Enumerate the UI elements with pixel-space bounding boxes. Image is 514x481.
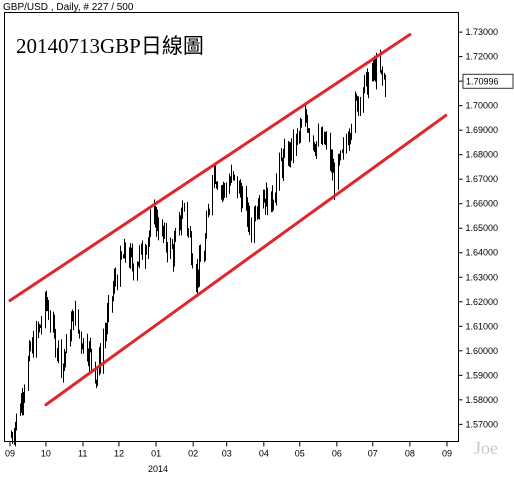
price-tick-label: 1.67000 [466, 174, 499, 184]
watermark: Joe [474, 438, 498, 458]
price-tick-label: 1.65000 [466, 223, 499, 233]
time-tick-label: 12 [114, 449, 124, 459]
time-tick-label: 04 [259, 449, 269, 459]
plot-frame [4, 12, 459, 442]
price-bars [11, 49, 386, 447]
time-tick-label: 10 [41, 449, 51, 459]
price-tick-label: 1.58000 [466, 395, 499, 405]
time-tick-label: 09 [5, 449, 15, 459]
time-tick-label: 11 [78, 449, 87, 459]
time-tick-label: 07 [368, 449, 378, 459]
channel-line-lower [44, 113, 448, 407]
price-tick-label: 1.62000 [466, 297, 499, 307]
price-tick-label: 1.60000 [466, 346, 499, 356]
price-tick-label: 1.59000 [466, 370, 499, 380]
price-tick-label: 1.64000 [466, 248, 499, 258]
time-tick-label: 02 [188, 449, 198, 459]
price-tick-label: 1.66000 [466, 199, 499, 209]
chart-header: GBP/USD , Daily, # 227 / 500 [3, 2, 134, 13]
price-tick-label: 1.63000 [466, 272, 499, 282]
time-tick-label: 05 [295, 449, 305, 459]
time-axis: 09 10 11 12 01 02 03 04 05 06 07 08 09 [5, 441, 452, 459]
time-tick-label: 09 [442, 449, 452, 459]
current-price-label: 1.70996 [466, 77, 499, 87]
time-tick-label: 06 [332, 449, 342, 459]
year-label: 2014 [148, 464, 168, 474]
price-tick-label: 1.69000 [466, 125, 499, 135]
chart-annotation-title: 20140713GBP日線圖 [16, 34, 204, 58]
price-tick-label: 1.70000 [466, 101, 499, 111]
channel-line-upper [8, 33, 412, 303]
time-tick-label: 01 [151, 449, 161, 459]
time-tick-label: 08 [405, 449, 415, 459]
channel-lines [8, 33, 448, 407]
price-tick-label: 1.61000 [466, 321, 499, 331]
current-price-marker: 1.70996 [462, 73, 514, 89]
price-tick-label: 1.73000 [466, 27, 499, 37]
price-axis: 1.57000 1.58000 1.59000 1.60000 1.61000 1.620… [458, 27, 499, 429]
price-tick-label: 1.72000 [466, 52, 499, 62]
price-tick-label: 1.68000 [466, 150, 499, 160]
time-tick-label: 03 [222, 449, 232, 459]
price-tick-label: 1.57000 [466, 419, 499, 429]
